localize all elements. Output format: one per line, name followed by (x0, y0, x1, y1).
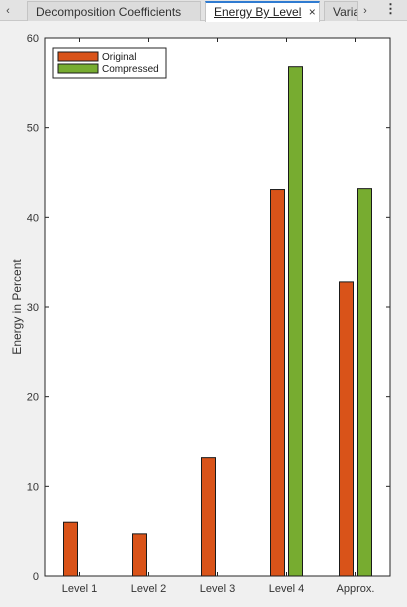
tab-label: Decomposition Coefficients (36, 5, 182, 19)
tab-energy-by-level[interactable]: Energy By Level × (205, 1, 320, 22)
chevron-left-icon[interactable]: ‹ (0, 0, 16, 21)
x-tick-label: Level 1 (62, 583, 97, 595)
y-tick-label: 10 (27, 481, 39, 493)
chevron-right-icon[interactable]: › (357, 0, 373, 21)
legend-label-original: Original (102, 52, 136, 63)
legend-label-compressed: Compressed (102, 64, 159, 75)
y-tick-label: 30 (27, 302, 39, 314)
tab-decomposition-coefficients[interactable]: Decomposition Coefficients (27, 1, 201, 21)
close-icon[interactable]: × (308, 5, 316, 19)
tab-label: Varia (333, 5, 358, 19)
plot-area (44, 37, 391, 577)
legend-swatch-original (57, 51, 99, 62)
energy-bar-chart: 0 10 20 30 40 50 60 Level 1 Level 2 Level 3 Level… (10, 33, 391, 595)
y-tick-label: 0 (33, 571, 39, 583)
x-tick-label: Level 3 (200, 583, 235, 595)
bar-original-level-1 (63, 521, 78, 577)
bar-original-approx (339, 281, 354, 577)
tab-variance[interactable]: Varia (324, 1, 358, 21)
y-tick-label: 40 (27, 212, 39, 224)
more-vertical-icon[interactable]: ⋮ (384, 1, 397, 16)
y-tick-label: 60 (27, 33, 39, 45)
chart-panel: 0 10 20 30 40 50 60 Level 1 Level 2 Level 3 Level… (0, 22, 407, 602)
bar-original-level-3 (201, 457, 216, 577)
tab-label: Energy By Level (214, 5, 302, 19)
legend-swatch-compressed (57, 63, 99, 74)
chevron-left-glyph: ‹ (6, 4, 10, 17)
bar-compressed-approx (357, 188, 372, 577)
y-tick-label: 20 (27, 392, 39, 404)
tab-bar: ‹ Decomposition Coefficients Energy By L… (0, 0, 407, 22)
bar-original-level-2 (132, 533, 147, 577)
x-tick-label: Level 4 (269, 583, 304, 595)
x-tick-label: Approx. (337, 583, 375, 595)
chevron-right-glyph: › (363, 4, 367, 17)
y-axis-label: Energy in Percent (10, 259, 24, 355)
bar-original-level-4 (270, 189, 285, 577)
bar-compressed-level-4 (288, 66, 303, 577)
x-tick-label: Level 2 (131, 583, 166, 595)
y-tick-label: 50 (27, 123, 39, 135)
